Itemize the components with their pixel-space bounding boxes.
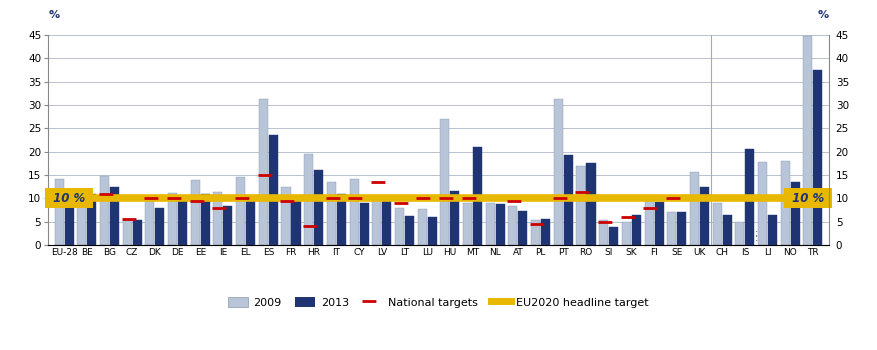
Text: %: % [817, 10, 829, 20]
Bar [564, 155, 573, 245]
Bar [201, 194, 210, 245]
Bar [259, 99, 267, 245]
Bar [654, 202, 664, 245]
Bar [350, 179, 359, 245]
Bar [282, 187, 290, 245]
Bar [677, 212, 687, 245]
Bar [123, 220, 132, 245]
Bar [417, 209, 427, 245]
Bar [178, 199, 187, 245]
Bar [314, 170, 324, 245]
Bar [645, 201, 653, 245]
Bar [428, 217, 437, 245]
Bar [224, 206, 232, 245]
Bar [791, 182, 800, 245]
Bar [405, 216, 414, 245]
Bar [690, 172, 699, 245]
Bar [723, 215, 731, 245]
Bar [735, 222, 745, 245]
Bar [486, 203, 495, 245]
Bar [304, 154, 313, 245]
Bar [463, 203, 472, 245]
Text: :: : [754, 233, 758, 243]
Bar [246, 198, 255, 245]
Bar [610, 227, 618, 245]
Bar [327, 182, 336, 245]
Bar [110, 187, 119, 245]
Bar [372, 198, 381, 245]
Bar [168, 193, 177, 245]
Bar [473, 147, 482, 245]
Bar [599, 220, 609, 245]
Bar [213, 192, 223, 245]
Bar [236, 177, 246, 245]
Bar [360, 203, 368, 245]
Bar [781, 161, 790, 245]
Bar [587, 163, 595, 245]
Bar [88, 194, 96, 245]
Bar [65, 189, 74, 245]
Bar [576, 166, 586, 245]
Bar [745, 149, 754, 245]
Bar [667, 212, 676, 245]
Bar [541, 219, 550, 245]
Bar [713, 203, 722, 245]
Bar [440, 119, 449, 245]
Bar [531, 220, 540, 245]
Bar [803, 36, 812, 245]
Bar [77, 195, 86, 245]
Bar [518, 211, 527, 245]
Bar [758, 162, 767, 245]
Bar [382, 199, 391, 245]
Bar [509, 206, 517, 245]
Bar [268, 135, 278, 245]
Bar [100, 176, 109, 245]
Bar [54, 179, 64, 245]
Bar [132, 220, 142, 245]
Bar [700, 187, 709, 245]
Text: %: % [48, 10, 60, 20]
Bar [768, 215, 777, 245]
Bar [553, 99, 563, 245]
Text: :: : [754, 228, 758, 238]
Bar [395, 208, 404, 245]
Bar [496, 204, 505, 245]
Text: 10 %: 10 % [788, 192, 828, 205]
Bar [155, 208, 164, 245]
Bar [622, 222, 631, 245]
Legend: 2009, 2013, National targets, EU2020 headline target: 2009, 2013, National targets, EU2020 hea… [228, 297, 649, 308]
Bar [450, 191, 460, 245]
Bar [813, 70, 823, 245]
Text: 10 %: 10 % [49, 192, 89, 205]
Bar [190, 180, 200, 245]
Bar [631, 215, 641, 245]
Bar [291, 200, 301, 245]
Bar [337, 194, 346, 245]
Bar [146, 196, 154, 245]
